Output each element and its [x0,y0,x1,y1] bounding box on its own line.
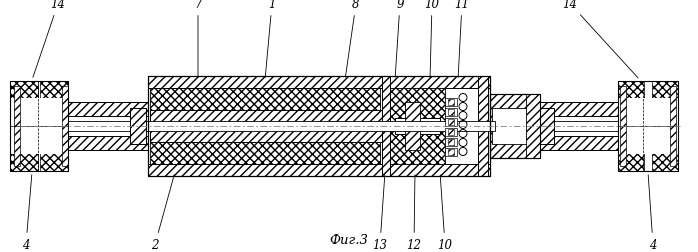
Bar [618,81,678,171]
Bar [10,81,38,171]
Bar [130,108,146,144]
Bar [445,108,457,116]
Text: 4: 4 [648,175,657,251]
Text: 14: 14 [33,0,66,78]
Bar [448,99,454,105]
Bar [68,136,148,150]
Text: 8: 8 [346,0,359,78]
Bar [68,116,148,136]
Bar [382,76,390,176]
Bar [540,108,554,144]
Bar [448,149,454,155]
Bar [148,76,490,88]
Bar [445,138,457,146]
Bar [448,139,454,145]
Bar [405,102,420,122]
Bar [540,121,618,131]
Bar [448,109,454,115]
Text: 12: 12 [406,175,422,251]
Text: 4: 4 [22,175,32,251]
Bar [618,98,678,154]
Bar [14,86,20,166]
Bar [390,130,445,164]
Bar [540,116,618,136]
Text: 1: 1 [265,0,276,78]
Bar [150,142,380,164]
Bar [40,81,68,171]
Bar [445,128,457,136]
Bar [148,76,490,176]
Bar [448,129,454,135]
Bar [490,94,540,158]
Bar [490,94,540,158]
Bar [540,102,618,116]
Bar [670,86,676,166]
Text: 11: 11 [454,0,470,78]
Bar [395,118,440,134]
Bar [150,88,380,110]
Bar [492,108,538,144]
Text: 13: 13 [373,175,387,251]
Bar [652,81,678,171]
Bar [445,148,457,156]
Bar [526,94,540,158]
Bar [478,76,488,176]
Bar [10,81,68,171]
Text: 2: 2 [151,175,174,251]
Bar [445,98,457,106]
Bar [68,121,148,131]
Bar [62,86,68,166]
Bar [620,86,626,166]
Bar [618,81,644,171]
Text: 10: 10 [424,0,440,78]
Bar [445,118,457,126]
Bar [390,88,445,122]
Bar [148,164,490,176]
Text: 14: 14 [563,0,638,79]
Bar [540,136,618,150]
Bar [448,119,454,125]
Text: Фиг.3: Фиг.3 [329,233,369,246]
Bar [150,110,384,122]
Text: 10: 10 [438,175,452,251]
Bar [148,121,495,131]
Bar [10,98,68,154]
Text: 7: 7 [194,0,202,78]
Bar [150,130,384,142]
Bar [68,102,148,116]
Text: 9: 9 [395,0,403,78]
Bar [150,122,384,130]
Bar [405,130,420,150]
